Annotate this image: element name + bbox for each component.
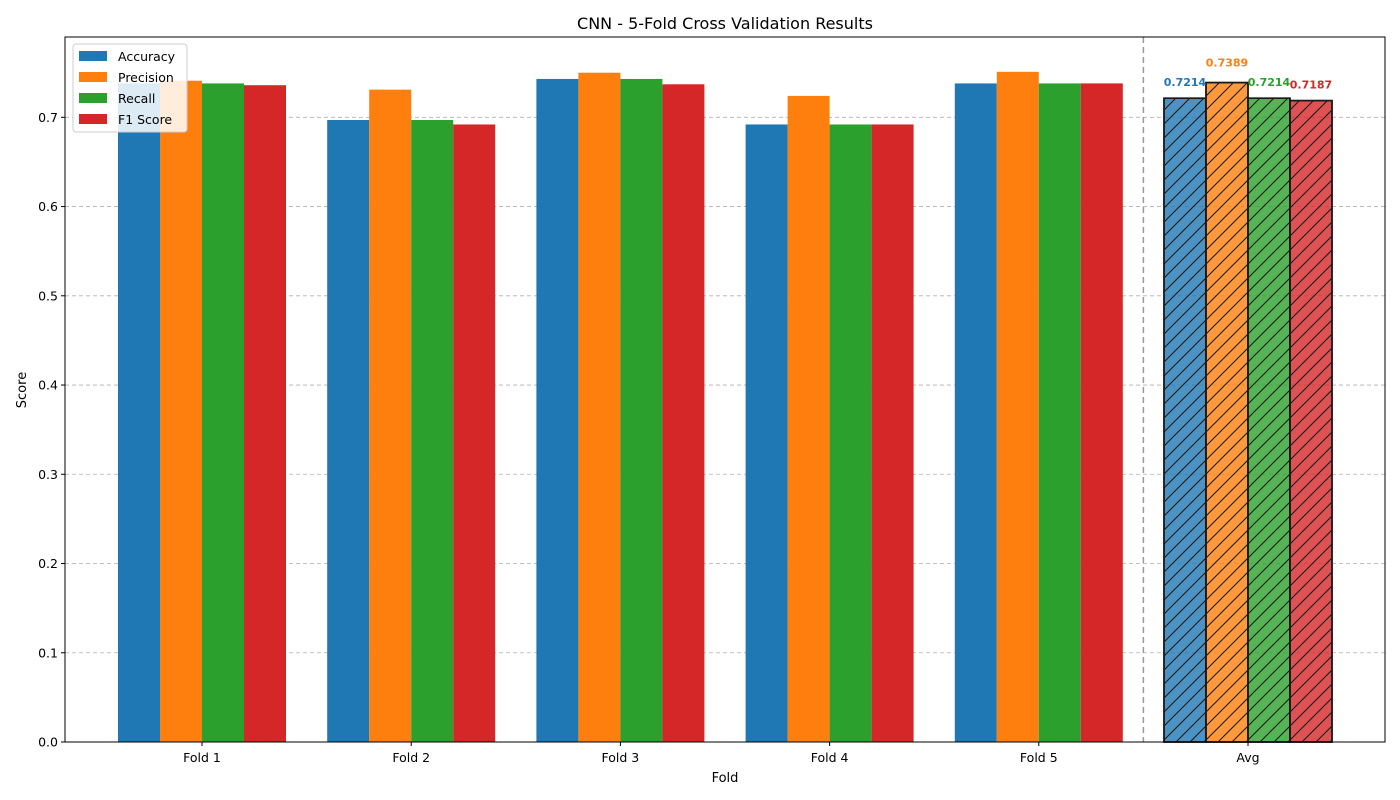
bar-avg-hatch	[1247, 97, 1291, 743]
bar-precision	[787, 95, 830, 742]
avg-value-label: 0.7214	[1248, 76, 1291, 89]
legend-swatch	[79, 51, 107, 61]
legend-swatch	[79, 72, 107, 82]
y-tick-label: 0.2	[38, 556, 58, 571]
avg-value-label: 0.7389	[1206, 57, 1248, 70]
bar-f1-score	[1080, 83, 1123, 743]
y-tick-label: 0.3	[38, 467, 58, 482]
bar-f1-score	[871, 124, 914, 743]
legend-label: F1 Score	[118, 112, 172, 127]
y-tick-label: 0.5	[38, 288, 58, 303]
bar-precision	[578, 72, 621, 742]
bar-f1-score	[244, 85, 286, 742]
legend-label: Precision	[118, 70, 174, 85]
legend-box	[72, 43, 188, 133]
bar-recall	[411, 119, 454, 743]
legend-swatch	[79, 114, 107, 124]
avg-value-label: 0.7187	[1290, 79, 1332, 92]
bar-recall	[620, 78, 663, 742]
plot-frame	[64, 36, 1386, 743]
bar-precision	[369, 89, 412, 742]
bar-accuracy	[327, 119, 370, 743]
bar-avg-hatch	[1289, 99, 1333, 743]
bar-avg-hatch	[1163, 97, 1207, 743]
x-tick-label: Fold 4	[811, 750, 849, 765]
bar-accuracy	[118, 83, 160, 743]
x-axis-label: Fold	[712, 771, 739, 786]
y-tick-label: 0.0	[38, 735, 58, 750]
legend-swatch	[79, 93, 107, 103]
x-tick-label: Avg	[1236, 750, 1259, 765]
bar-accuracy	[954, 83, 997, 743]
avg-value-label: 0.7214	[1164, 76, 1207, 89]
y-axis-label: Score	[15, 372, 30, 408]
bar-f1-score	[662, 84, 705, 742]
bar-recall	[202, 83, 244, 743]
y-tick-label: 0.4	[38, 378, 58, 393]
bar-accuracy	[745, 124, 788, 743]
y-tick-label: 0.1	[38, 645, 58, 660]
y-tick-label: 0.7	[38, 110, 58, 125]
chart-title: CNN - 5-Fold Cross Validation Results	[577, 14, 873, 33]
bar-recall	[829, 124, 872, 743]
x-tick-label: Fold 1	[183, 750, 221, 765]
bar-avg-hatch	[1205, 81, 1249, 743]
x-tick-label: Fold 2	[392, 750, 430, 765]
bar-precision	[996, 71, 1039, 743]
bar-accuracy	[536, 78, 579, 742]
bar-precision	[160, 80, 202, 743]
legend: Accuracy Precision Recall F1 Score	[72, 43, 188, 133]
legend-label: Recall	[118, 91, 155, 106]
x-tick-label: Fold 5	[1020, 750, 1058, 765]
bar-recall	[1038, 83, 1081, 743]
y-tick-label: 0.6	[38, 199, 58, 214]
x-tick-label: Fold 3	[602, 750, 640, 765]
legend-label: Accuracy	[118, 49, 176, 64]
bar-f1-score	[453, 124, 496, 743]
